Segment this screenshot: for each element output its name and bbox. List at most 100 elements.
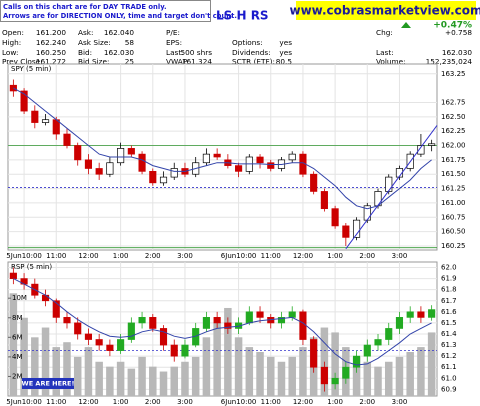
quote-label: High: <box>2 38 21 47</box>
candle-body <box>267 162 275 169</box>
candle-body <box>159 328 168 346</box>
candle-body <box>170 168 178 178</box>
candle-body <box>256 156 264 164</box>
x-tick-label: 11:00 <box>46 252 66 260</box>
quote-value: 161.200 <box>36 28 67 37</box>
y-tick-label: 60.9 <box>441 385 457 393</box>
y-tick-label: 162.25 <box>441 127 466 135</box>
volume-bar <box>374 366 382 396</box>
disclaimer-line: Arrows are for DIRECTION ONLY, time and … <box>3 12 237 20</box>
candle-body <box>149 171 157 184</box>
volume-bar <box>224 307 232 396</box>
volume-bar <box>41 327 50 396</box>
y-tick-label: 162.00 <box>441 142 466 150</box>
candle-body <box>320 191 328 210</box>
candle-body <box>74 322 82 335</box>
y2-tick-label: 6M <box>12 333 23 341</box>
quote-value: 161.272 <box>36 57 66 66</box>
candle-body <box>385 328 393 340</box>
disclaimer-line: Calls on this chart are for DAY TRADE on… <box>3 3 167 11</box>
candle-body <box>245 311 253 324</box>
volume-bar <box>234 337 243 396</box>
quote-value: 25 <box>125 57 134 66</box>
volume-bar <box>95 361 103 396</box>
candle-body <box>331 208 339 227</box>
y-tick-label: 62.0 <box>441 264 457 272</box>
volume-bar <box>127 368 136 396</box>
y-tick-label: 161.75 <box>441 156 466 164</box>
y-tick-label: 61.1 <box>441 363 457 371</box>
quote-label: SCTR (ETF): <box>232 57 275 66</box>
candle-body <box>95 168 103 175</box>
up-arrow-icon <box>401 22 411 28</box>
volume-bar <box>170 366 178 396</box>
quote-label: VWAP: <box>166 57 190 66</box>
candle-body <box>395 317 404 329</box>
candle-body <box>342 366 350 379</box>
candle-body <box>127 322 135 340</box>
x-tick-label: 1:00 <box>113 398 129 406</box>
volume-bar <box>267 356 275 396</box>
y-tick-label: 61.2 <box>441 352 457 360</box>
y2-tick-label: 2M <box>12 372 23 380</box>
volume-bar <box>417 347 425 396</box>
x-tick-label: 2:00 <box>145 252 161 260</box>
quote-value: 80.5 <box>276 57 292 66</box>
volume-bar <box>9 293 18 396</box>
quote-label: P/E: <box>166 28 180 37</box>
volume-bar <box>288 356 296 396</box>
y-tick-label: 160.75 <box>441 213 466 221</box>
quote-label: Low: <box>2 48 18 57</box>
candle-body <box>310 339 318 368</box>
volume-bar <box>138 356 146 396</box>
volume-bar <box>52 347 61 396</box>
quote-value: 162.030 <box>104 48 135 57</box>
quote-value: yes <box>279 38 292 47</box>
candle-body <box>299 311 307 340</box>
quote-label: Ask Size: <box>78 38 111 47</box>
y-tick-label: 61.9 <box>441 275 457 283</box>
volume-bar <box>213 322 221 396</box>
y-tick-label: 61.7 <box>441 297 457 305</box>
volume-bar <box>149 366 157 396</box>
y2-tick-label: 4M <box>12 353 23 361</box>
plot-area <box>7 261 438 397</box>
candle-body <box>63 317 71 324</box>
quote-value: 152,235,024 <box>426 57 473 66</box>
quote-label: Options: <box>232 38 263 47</box>
candle-body <box>310 173 318 192</box>
volume-bar <box>63 342 71 396</box>
volume-bar <box>395 356 404 396</box>
y-tick-label: 61.5 <box>441 319 457 327</box>
chart-title: SPY (5 min) <box>11 65 52 73</box>
candle-body <box>20 90 28 112</box>
x-tick-label: 6Jun10:00 <box>221 398 257 406</box>
candle-body <box>417 311 425 318</box>
candle-body <box>288 311 296 318</box>
volume-bar <box>406 351 414 396</box>
x-tick-label: 3:00 <box>177 398 193 406</box>
candle-body <box>138 317 146 324</box>
candle-body <box>352 355 361 368</box>
x-tick-label: 2:00 <box>359 252 375 260</box>
volume-bar <box>277 361 286 396</box>
quote-label: EPS: <box>166 38 182 47</box>
volume-bar <box>427 332 436 396</box>
y-tick-label: 162.50 <box>441 113 466 121</box>
volume-bar <box>181 361 189 396</box>
y-tick-label: 61.0 <box>441 374 457 382</box>
quote-value: 500 shrs <box>181 48 213 57</box>
website-box <box>296 1 476 20</box>
volume-bar <box>20 317 28 396</box>
candle-body <box>202 317 210 329</box>
candle-body <box>363 344 371 357</box>
candle-body <box>277 317 286 324</box>
x-tick-label: 2:00 <box>359 398 375 406</box>
candle-body <box>342 225 350 238</box>
y-tick-label: 161.25 <box>441 185 466 193</box>
quote-table: Open: 161.200 High: 162.240 Low: 160.250Prev … <box>2 28 472 66</box>
volume-bar <box>191 356 200 396</box>
annotation-box <box>22 378 74 389</box>
y-tick-label: 161.50 <box>441 170 466 178</box>
candle-body <box>84 333 93 340</box>
